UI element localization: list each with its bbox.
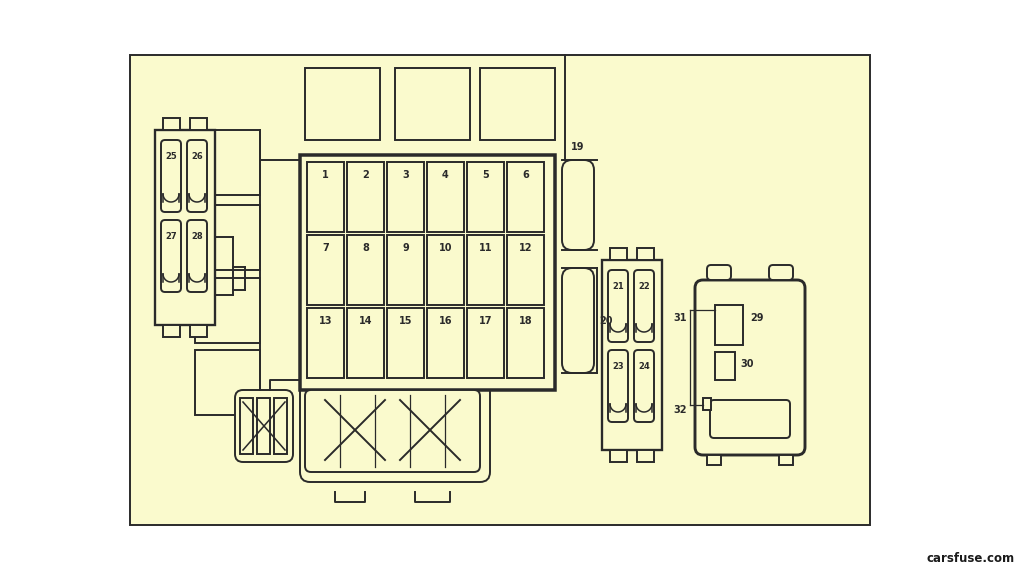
Text: 30: 30 [740,359,754,369]
FancyBboxPatch shape [695,280,805,455]
FancyBboxPatch shape [634,270,654,342]
Text: 28: 28 [191,232,203,241]
Bar [347,235,384,305]
Text: 8: 8 [362,243,369,253]
FancyBboxPatch shape [305,390,480,472]
Bar [427,162,464,232]
Bar [195,350,260,415]
Bar [307,235,344,305]
FancyBboxPatch shape [608,350,628,422]
Bar [703,398,711,410]
Text: 19: 19 [571,142,585,152]
Text: 3: 3 [402,170,409,180]
Text: 13: 13 [318,316,332,326]
Text: 27: 27 [165,232,177,241]
Bar [637,248,654,260]
Bar [610,248,627,260]
FancyBboxPatch shape [707,265,731,280]
FancyBboxPatch shape [562,160,594,250]
Bar [610,450,627,462]
Bar [387,308,424,378]
Bar [305,68,380,140]
FancyBboxPatch shape [187,220,207,292]
Text: 20: 20 [599,316,612,325]
Bar [190,118,207,130]
Bar [163,118,180,130]
Bar [307,308,344,378]
Bar [395,68,470,140]
Bar [190,325,207,337]
Bar [307,162,344,232]
FancyBboxPatch shape [234,390,293,462]
Bar [427,235,464,305]
Bar [130,55,870,525]
Bar [195,205,260,270]
Text: 14: 14 [358,316,373,326]
Text: 29: 29 [750,313,764,323]
Bar [257,398,270,454]
Text: 32: 32 [674,405,687,415]
Bar [467,308,504,378]
Bar [387,235,424,305]
FancyBboxPatch shape [187,140,207,212]
FancyBboxPatch shape [161,220,181,292]
Text: 16: 16 [438,316,453,326]
Text: 18: 18 [519,316,532,326]
Bar [240,398,253,454]
Bar [163,325,180,337]
Bar [274,398,287,454]
Bar [347,308,384,378]
Text: 9: 9 [402,243,409,253]
Text: 21: 21 [612,282,624,291]
Bar [387,162,424,232]
Bar [467,162,504,232]
FancyBboxPatch shape [161,140,181,212]
Bar [637,450,654,462]
Text: 11: 11 [479,243,493,253]
FancyBboxPatch shape [634,350,654,422]
Text: 7: 7 [323,243,329,253]
Text: 25: 25 [165,152,177,161]
Text: 6: 6 [522,170,528,180]
Bar [507,308,544,378]
Bar [602,260,662,450]
Bar [715,352,735,380]
Bar [155,130,215,325]
Text: carsfuse.com: carsfuse.com [927,552,1015,565]
Bar [707,455,721,465]
Bar [507,162,544,232]
Bar [427,308,464,378]
Bar [715,305,743,345]
Text: 10: 10 [438,243,453,253]
Bar [507,235,544,305]
Text: 17: 17 [479,316,493,326]
Text: 24: 24 [638,362,650,371]
Bar [347,162,384,232]
FancyBboxPatch shape [300,378,490,482]
Text: 4: 4 [442,170,449,180]
Text: 23: 23 [612,362,624,371]
FancyBboxPatch shape [769,265,793,280]
Text: 2: 2 [362,170,369,180]
Text: 22: 22 [638,282,650,291]
FancyBboxPatch shape [710,400,790,438]
Bar [300,155,555,390]
Text: 12: 12 [519,243,532,253]
Text: 26: 26 [191,152,203,161]
Bar [195,130,260,195]
FancyBboxPatch shape [608,270,628,342]
Bar [467,235,504,305]
Text: 31: 31 [674,313,687,323]
Bar [195,278,260,343]
Text: 1: 1 [323,170,329,180]
FancyBboxPatch shape [562,268,594,373]
Text: 5: 5 [482,170,488,180]
Text: 15: 15 [398,316,413,326]
Bar [480,68,555,140]
Bar [779,455,793,465]
